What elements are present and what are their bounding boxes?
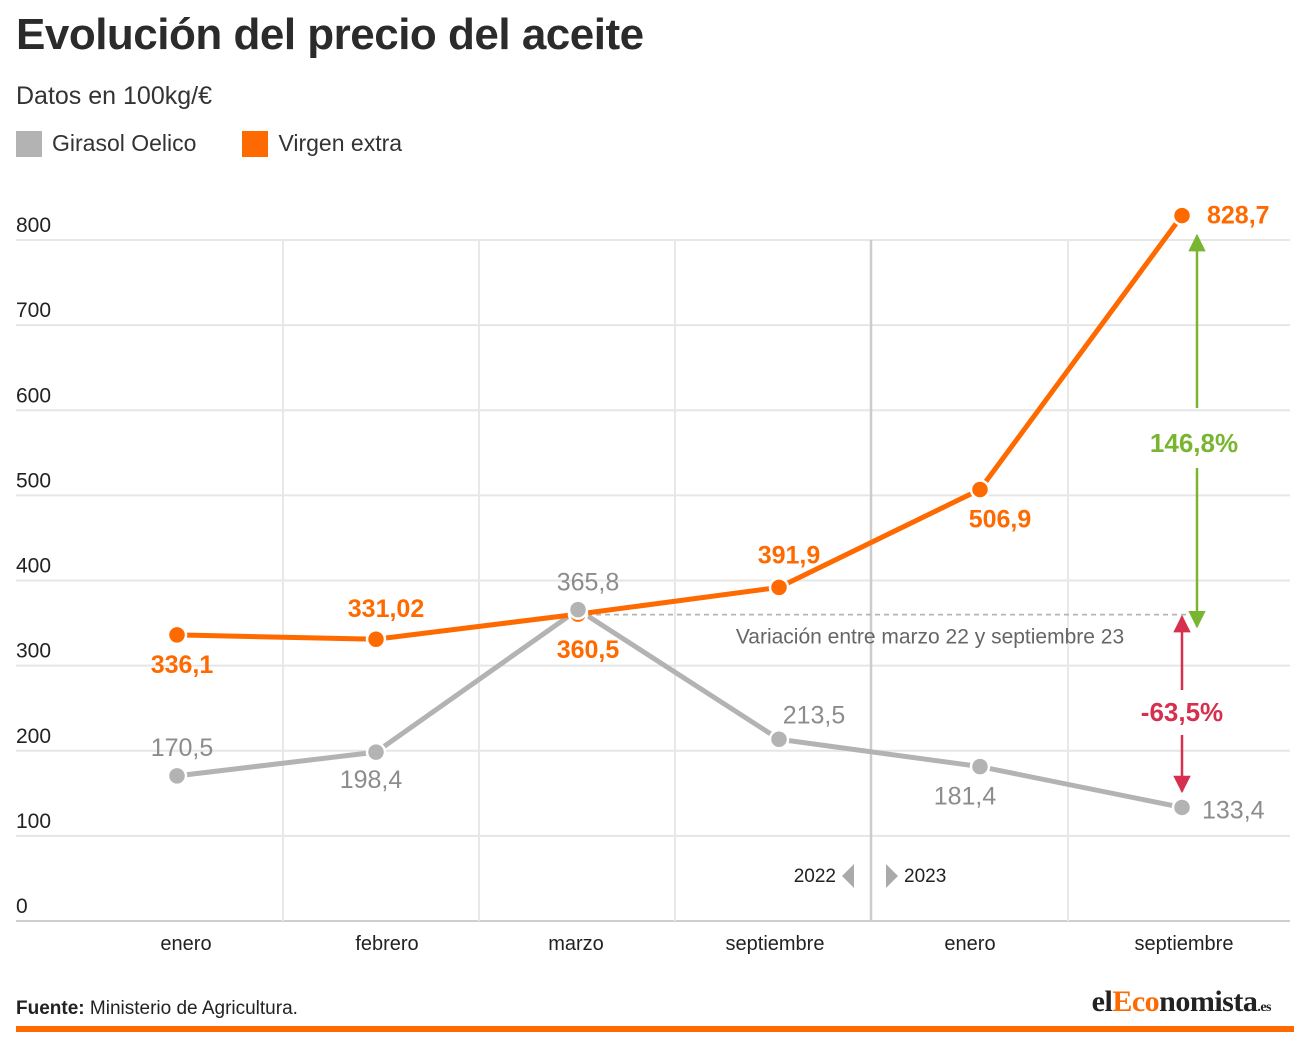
y-tick-label: 200 — [16, 725, 51, 748]
y-tick-label: 500 — [16, 469, 51, 492]
data-label-virgen-extra: 336,1 — [151, 651, 214, 679]
data-point-girasol — [969, 756, 991, 777]
data-label-virgen-extra: 331,02 — [348, 595, 424, 623]
data-label-girasol: 365,8 — [557, 569, 620, 597]
bottom-accent-bar — [16, 1026, 1294, 1032]
y-tick-label: 100 — [16, 810, 51, 833]
legend-swatch-virgen-extra — [242, 130, 269, 157]
data-label-girasol: 213,5 — [783, 701, 846, 729]
triangle-right-icon — [886, 864, 898, 888]
x-tick-label: septiembre — [1135, 933, 1234, 955]
data-point-virgen-extra — [768, 577, 790, 598]
source-note: Fuente: Ministerio de Agricultura. — [16, 998, 298, 1020]
data-label-virgen-extra: 828,7 — [1207, 202, 1270, 230]
variation-down-label: -63,5% — [1141, 697, 1223, 727]
data-label-virgen-extra: 506,9 — [969, 506, 1032, 534]
legend-swatch-girasol — [16, 130, 42, 157]
data-label-virgen-extra: 360,5 — [557, 636, 620, 664]
year-label-left: 2022 — [794, 866, 836, 887]
data-label-girasol: 133,4 — [1202, 796, 1265, 824]
series-line-girasol — [174, 607, 1185, 810]
x-tick-label: septiembre — [726, 933, 825, 955]
data-point-girasol — [166, 765, 188, 787]
data-label-girasol: 181,4 — [934, 783, 997, 811]
y-tick-label: 800 — [16, 214, 51, 237]
series-line-virgen-extra — [174, 213, 1185, 642]
y-tick-label: 600 — [16, 384, 51, 407]
y-tick-label: 300 — [16, 640, 51, 663]
chart-title: Evolución del precio del aceite — [16, 10, 644, 59]
data-point-virgen-extra — [365, 628, 387, 650]
legend-label-virgen-extra: Virgen extra — [278, 130, 403, 156]
x-tick-label: febrero — [355, 933, 418, 955]
legend-item-virgen-extra: Virgen extra — [242, 130, 402, 157]
x-tick-label: marzo — [548, 933, 604, 955]
y-tick-label: 700 — [16, 299, 51, 322]
source-label: Fuente: — [16, 998, 85, 1019]
data-label-virgen-extra: 391,9 — [758, 541, 821, 569]
data-point-virgen-extra — [166, 624, 188, 646]
triangle-left-icon — [842, 864, 854, 888]
logo-prefix: el — [1091, 985, 1113, 1018]
year-label-right: 2023 — [904, 866, 946, 887]
annotation-text: Variación entre marzo 22 y septiembre 23 — [736, 626, 1124, 649]
logo-rest: nomista — [1159, 985, 1258, 1018]
y-tick-label: 400 — [16, 555, 51, 578]
legend: Girasol Oelico Virgen extra — [16, 130, 448, 157]
data-point-girasol — [1171, 797, 1193, 818]
data-point-girasol — [768, 729, 790, 750]
data-point-virgen-extra — [1171, 205, 1193, 226]
data-label-girasol: 170,5 — [151, 734, 214, 762]
chart-subtitle: Datos en 100kg/€ — [16, 82, 212, 110]
logo-accent: Eco — [1112, 985, 1160, 1018]
x-tick-label: enero — [944, 933, 995, 955]
brand-logo: elEconomista.es — [1091, 985, 1272, 1019]
source-text: Ministerio de Agricultura. — [89, 998, 298, 1019]
logo-tld: .es — [1257, 1000, 1271, 1015]
data-point-virgen-extra — [969, 479, 991, 500]
legend-item-girasol: Girasol Oelico — [16, 130, 196, 157]
y-tick-label: 0 — [16, 895, 28, 918]
data-label-girasol: 198,4 — [340, 766, 403, 794]
variation-up-label: 146,8% — [1150, 428, 1238, 458]
legend-label-girasol: Girasol Oelico — [52, 130, 197, 156]
data-point-girasol — [365, 741, 387, 763]
line-chart: 0 100 200 300 400 500 600 700 800 enero febrero mar… — [16, 202, 1290, 955]
x-tick-label: enero — [160, 933, 211, 955]
data-point-girasol — [567, 599, 589, 620]
